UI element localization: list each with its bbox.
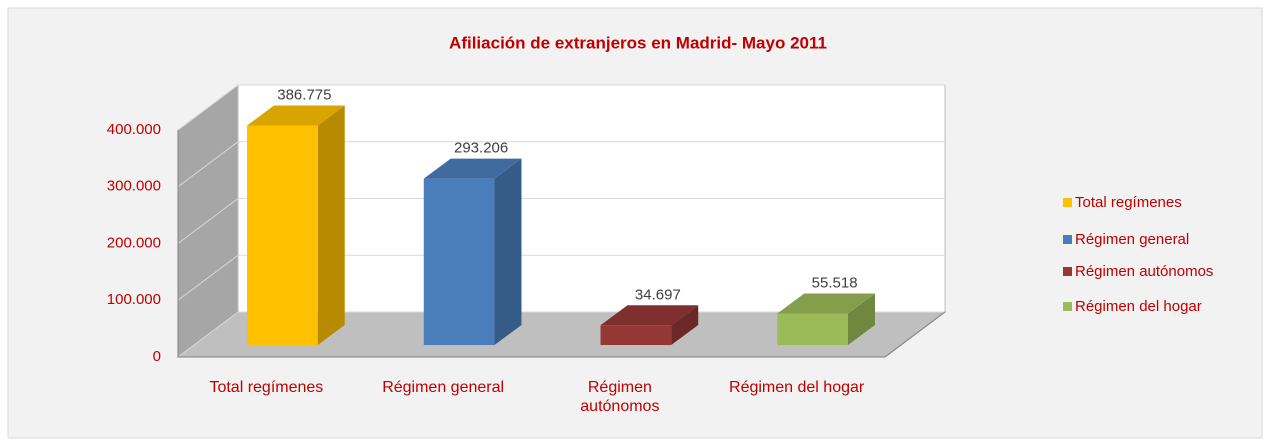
legend-label: Régimen general <box>1075 231 1189 248</box>
side-grid-line <box>177 254 239 301</box>
bar-side <box>317 105 345 345</box>
legend-label: Total regímenes <box>1075 194 1182 211</box>
x-tick-label: Régimen del hogar <box>729 379 865 396</box>
bar-top <box>247 105 345 126</box>
legend-swatch <box>1063 302 1072 311</box>
side-grid-line <box>177 141 239 188</box>
bar-side <box>671 305 699 345</box>
y-tick-label: 400.000 <box>107 121 161 138</box>
y-tick-label: 0 <box>153 348 161 365</box>
chart-title: Afiliación de extranjeros en Madrid- May… <box>449 33 827 52</box>
value-label: 293.206 <box>454 140 508 157</box>
value-label: 55.518 <box>812 274 858 291</box>
y-tick-label: 200.000 <box>107 234 161 251</box>
side-grid-line <box>177 311 239 358</box>
y-tick-label: 100.000 <box>107 291 161 308</box>
legend-label: Régimen del hogar <box>1075 298 1202 315</box>
x-tick-label: Régimen autónomos <box>580 379 660 415</box>
bar <box>247 125 318 345</box>
legend-swatch <box>1063 198 1072 207</box>
legend-swatch <box>1063 235 1072 244</box>
bar-top <box>777 293 875 314</box>
bar-top <box>600 305 699 326</box>
bar <box>600 325 672 345</box>
legend-swatch <box>1063 267 1072 276</box>
side-grid-line <box>177 84 239 131</box>
x-tick-label: Total regímenes <box>209 379 324 396</box>
y-tick-label: 300.000 <box>107 178 161 195</box>
value-label: 386.775 <box>277 86 331 103</box>
side-grid-line <box>177 198 239 244</box>
bar <box>423 178 495 345</box>
value-label: 34.697 <box>635 286 681 303</box>
legend-label: Régimen autónomos <box>1075 263 1213 280</box>
bar-top <box>423 158 522 179</box>
axis-line <box>884 311 946 358</box>
bar-side <box>494 158 522 345</box>
x-tick-label: Régimen general <box>382 379 505 396</box>
bar <box>777 313 848 345</box>
bar-side <box>847 293 875 345</box>
